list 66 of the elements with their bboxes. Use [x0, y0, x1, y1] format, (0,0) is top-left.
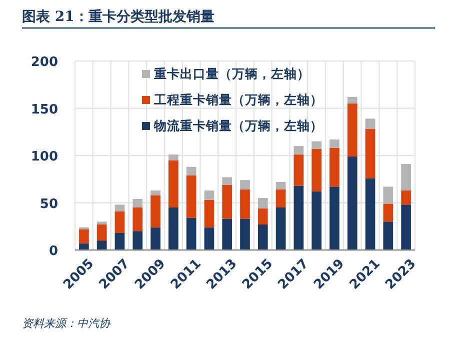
bar: [96, 222, 107, 224]
bar: [132, 207, 143, 232]
title: 图表 21：重卡分类型批发销量: [22, 9, 214, 25]
text: 资料来源：中汽协: [22, 317, 111, 330]
bar: [347, 156, 358, 250]
y-tick-label: 150: [30, 102, 58, 118]
bar: [240, 180, 250, 190]
bar: [150, 190, 160, 196]
legend-label: 重卡出口量（万辆，左轴）: [153, 66, 310, 81]
bar: [168, 154, 178, 160]
bar: [330, 148, 340, 187]
bar: [114, 204, 125, 212]
bar: [347, 96, 358, 104]
bar: [347, 104, 358, 156]
bar: [365, 178, 376, 250]
bar: [383, 186, 394, 204]
bar: [204, 227, 214, 250]
bar: [114, 211, 125, 233]
bar: [312, 141, 322, 149]
bar: [79, 243, 89, 250]
bar: [222, 218, 232, 250]
bar: [186, 166, 196, 176]
y-tick-label: 100: [30, 150, 58, 164]
y-tick-label: 50: [40, 196, 58, 212]
bar: [312, 148, 322, 192]
bar: [383, 222, 394, 250]
bar: [132, 231, 143, 250]
bar: [276, 207, 286, 250]
bar: [204, 200, 214, 228]
bar: [96, 240, 107, 250]
bar: [294, 154, 304, 186]
bar: [240, 190, 250, 219]
bar: [294, 146, 304, 155]
bar: [186, 218, 196, 250]
legend-label: 工程重卡销量（万辆，左轴）: [153, 92, 323, 107]
bar: [258, 198, 268, 208]
bar: [150, 227, 160, 250]
bar: [276, 182, 286, 190]
bar: [401, 164, 411, 190]
bar: [258, 208, 268, 224]
bar: [365, 118, 376, 130]
y-tick-label: 200: [30, 55, 58, 70]
bar: [222, 184, 232, 219]
bar: [330, 139, 340, 148]
bar: [204, 190, 214, 200]
legend-label: 物流重卡销量（万辆，左轴）: [153, 118, 323, 133]
bar: [168, 207, 178, 250]
bar: [401, 190, 411, 205]
bar: [365, 129, 376, 178]
bar: [168, 160, 178, 208]
bar: [79, 229, 89, 244]
bar: [96, 224, 107, 241]
bar: [312, 191, 322, 250]
bar: [276, 190, 286, 208]
bar: [258, 224, 268, 250]
bar: [240, 218, 250, 250]
bar: [330, 186, 340, 250]
y-tick-label: 0: [48, 244, 58, 259]
bar: [186, 175, 196, 218]
bar: [383, 204, 394, 222]
bar: [222, 177, 232, 185]
bar: [294, 186, 304, 250]
bar: [132, 198, 143, 208]
bar: [114, 232, 125, 250]
bar: [401, 204, 411, 250]
bar: [150, 195, 160, 228]
